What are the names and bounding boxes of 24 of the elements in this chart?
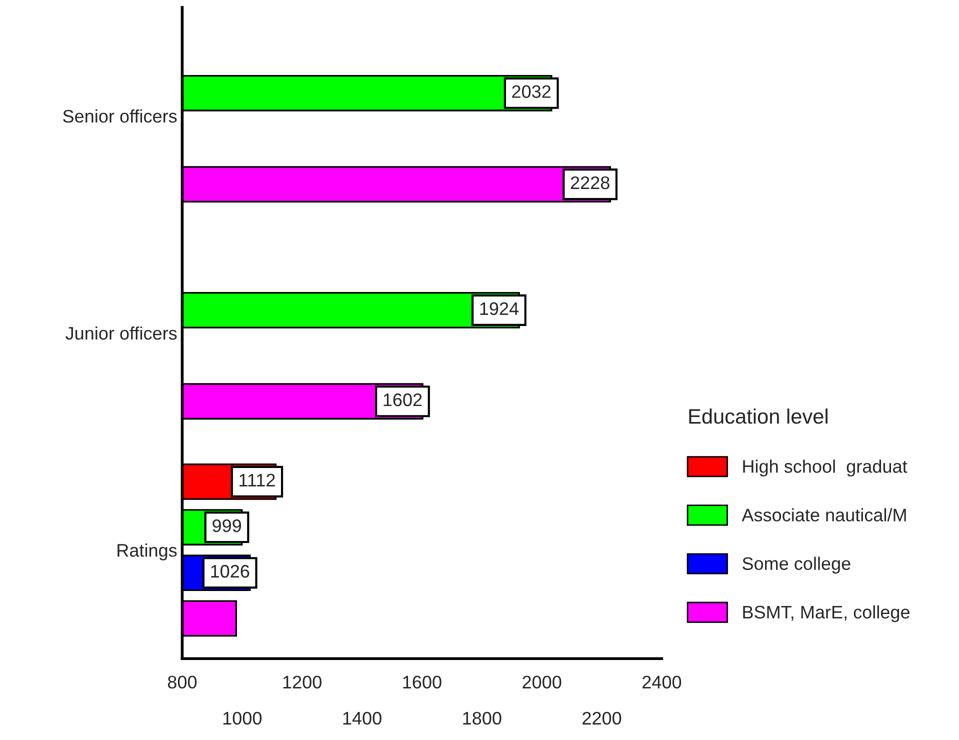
data-label: 2228 (570, 176, 610, 190)
x2-tick-label: 1800 (463, 712, 502, 725)
y-tick-label: Ratings (118, 544, 177, 560)
data-label: 1602 (384, 393, 422, 406)
x-tick-label: 2400 (642, 676, 682, 689)
x-tick-label: 2000 (522, 676, 562, 689)
legend-label: Some college (742, 556, 850, 574)
data-label: 999 (212, 519, 241, 532)
x-tick-label: 800 (168, 676, 197, 689)
legend-label: BSMT, MarE, college (743, 605, 910, 622)
data-label: 2032 (512, 85, 551, 98)
y-tick-label: Senior officers (63, 109, 177, 123)
data-label: 1026 (211, 564, 250, 578)
x2-tick-label: 1400 (343, 712, 382, 725)
legend-label: Associate nautical/M (742, 508, 906, 522)
x-tick-label: 1200 (283, 676, 322, 689)
data-label: 1112 (240, 474, 275, 486)
x-tick-label: 1600 (403, 676, 442, 689)
legend-label: High school graduat (743, 460, 908, 476)
y-tick-label: Junior officers (66, 326, 177, 340)
legend-title: Education level (689, 408, 828, 424)
x2-tick-label: 2200 (582, 712, 622, 725)
data-label: 1924 (480, 302, 519, 316)
x2-tick-label: 1000 (223, 712, 262, 725)
